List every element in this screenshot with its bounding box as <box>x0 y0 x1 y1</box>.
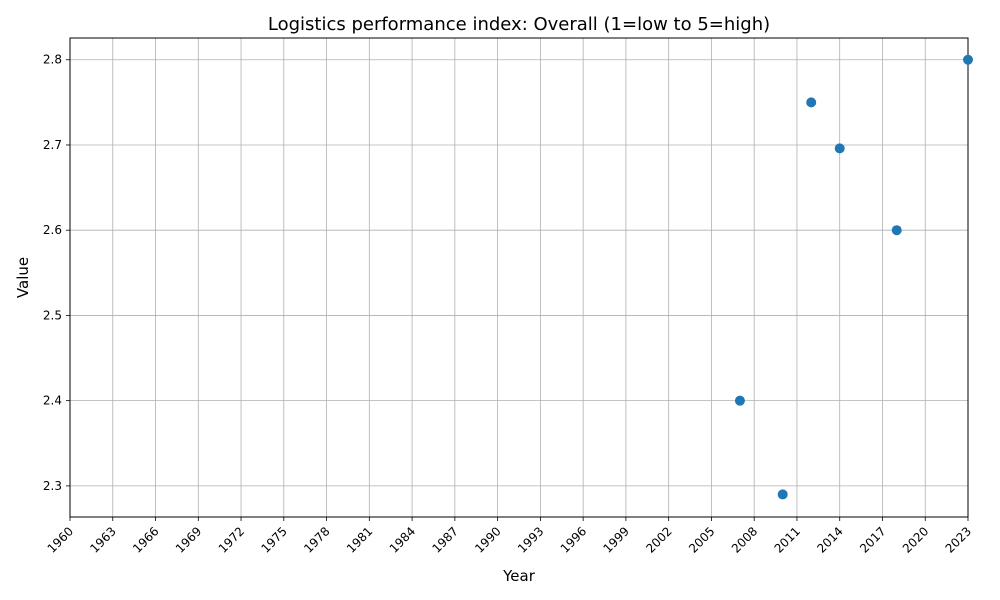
chart-title: Logistics performance index: Overall (1=… <box>268 14 770 35</box>
x-tick-label: 1966 <box>130 524 161 555</box>
x-tick-label: 1963 <box>87 524 118 555</box>
data-point <box>963 54 973 65</box>
y-tick-label: 2.7 <box>43 138 62 152</box>
grid <box>69 38 969 517</box>
x-axis-title: Year <box>502 567 536 585</box>
y-tick-label: 2.5 <box>43 308 62 322</box>
x-tick-label: 2011 <box>772 524 803 555</box>
x-tick-label: 2005 <box>686 524 717 555</box>
x-axis-ticks: 1960 1963 1966 1969 1972 1975 1978 1981 1984 1987… <box>45 517 974 556</box>
y-tick-label: 2.6 <box>43 223 62 237</box>
data-point <box>834 143 845 154</box>
x-tick-label: 2020 <box>900 524 931 555</box>
data-point <box>806 97 817 108</box>
x-tick-label: 1960 <box>45 524 76 555</box>
x-tick-label: 2002 <box>643 524 674 555</box>
x-tick-label: 1990 <box>472 524 503 555</box>
y-tick-label: 2.3 <box>43 479 62 493</box>
data-point <box>777 489 788 500</box>
x-tick-label: 1996 <box>558 524 589 555</box>
data-point <box>734 395 745 406</box>
data-points <box>734 54 973 500</box>
x-tick-label: 1984 <box>387 524 418 555</box>
x-tick-label: 2023 <box>943 524 974 555</box>
x-tick-label: 1987 <box>429 524 460 555</box>
x-tick-label: 2014 <box>814 524 845 555</box>
x-tick-label: 1999 <box>601 524 632 555</box>
x-tick-label: 1978 <box>301 524 332 555</box>
y-axis-ticks: 2.3 2.4 2.5 2.6 2.7 2.8 <box>43 53 70 493</box>
x-tick-label: 1981 <box>344 524 375 555</box>
x-tick-label: 1993 <box>515 524 546 555</box>
x-tick-label: 2017 <box>857 524 888 555</box>
x-tick-label: 1975 <box>258 524 289 555</box>
y-tick-label: 2.4 <box>43 394 62 408</box>
x-tick-label: 1969 <box>173 524 204 555</box>
y-tick-label: 2.8 <box>43 53 62 67</box>
x-tick-label: 2008 <box>729 524 760 555</box>
plot-area-frame <box>69 37 969 518</box>
x-tick-label: 1972 <box>216 524 247 555</box>
data-point <box>891 225 902 236</box>
y-axis-title: Value <box>14 257 32 298</box>
